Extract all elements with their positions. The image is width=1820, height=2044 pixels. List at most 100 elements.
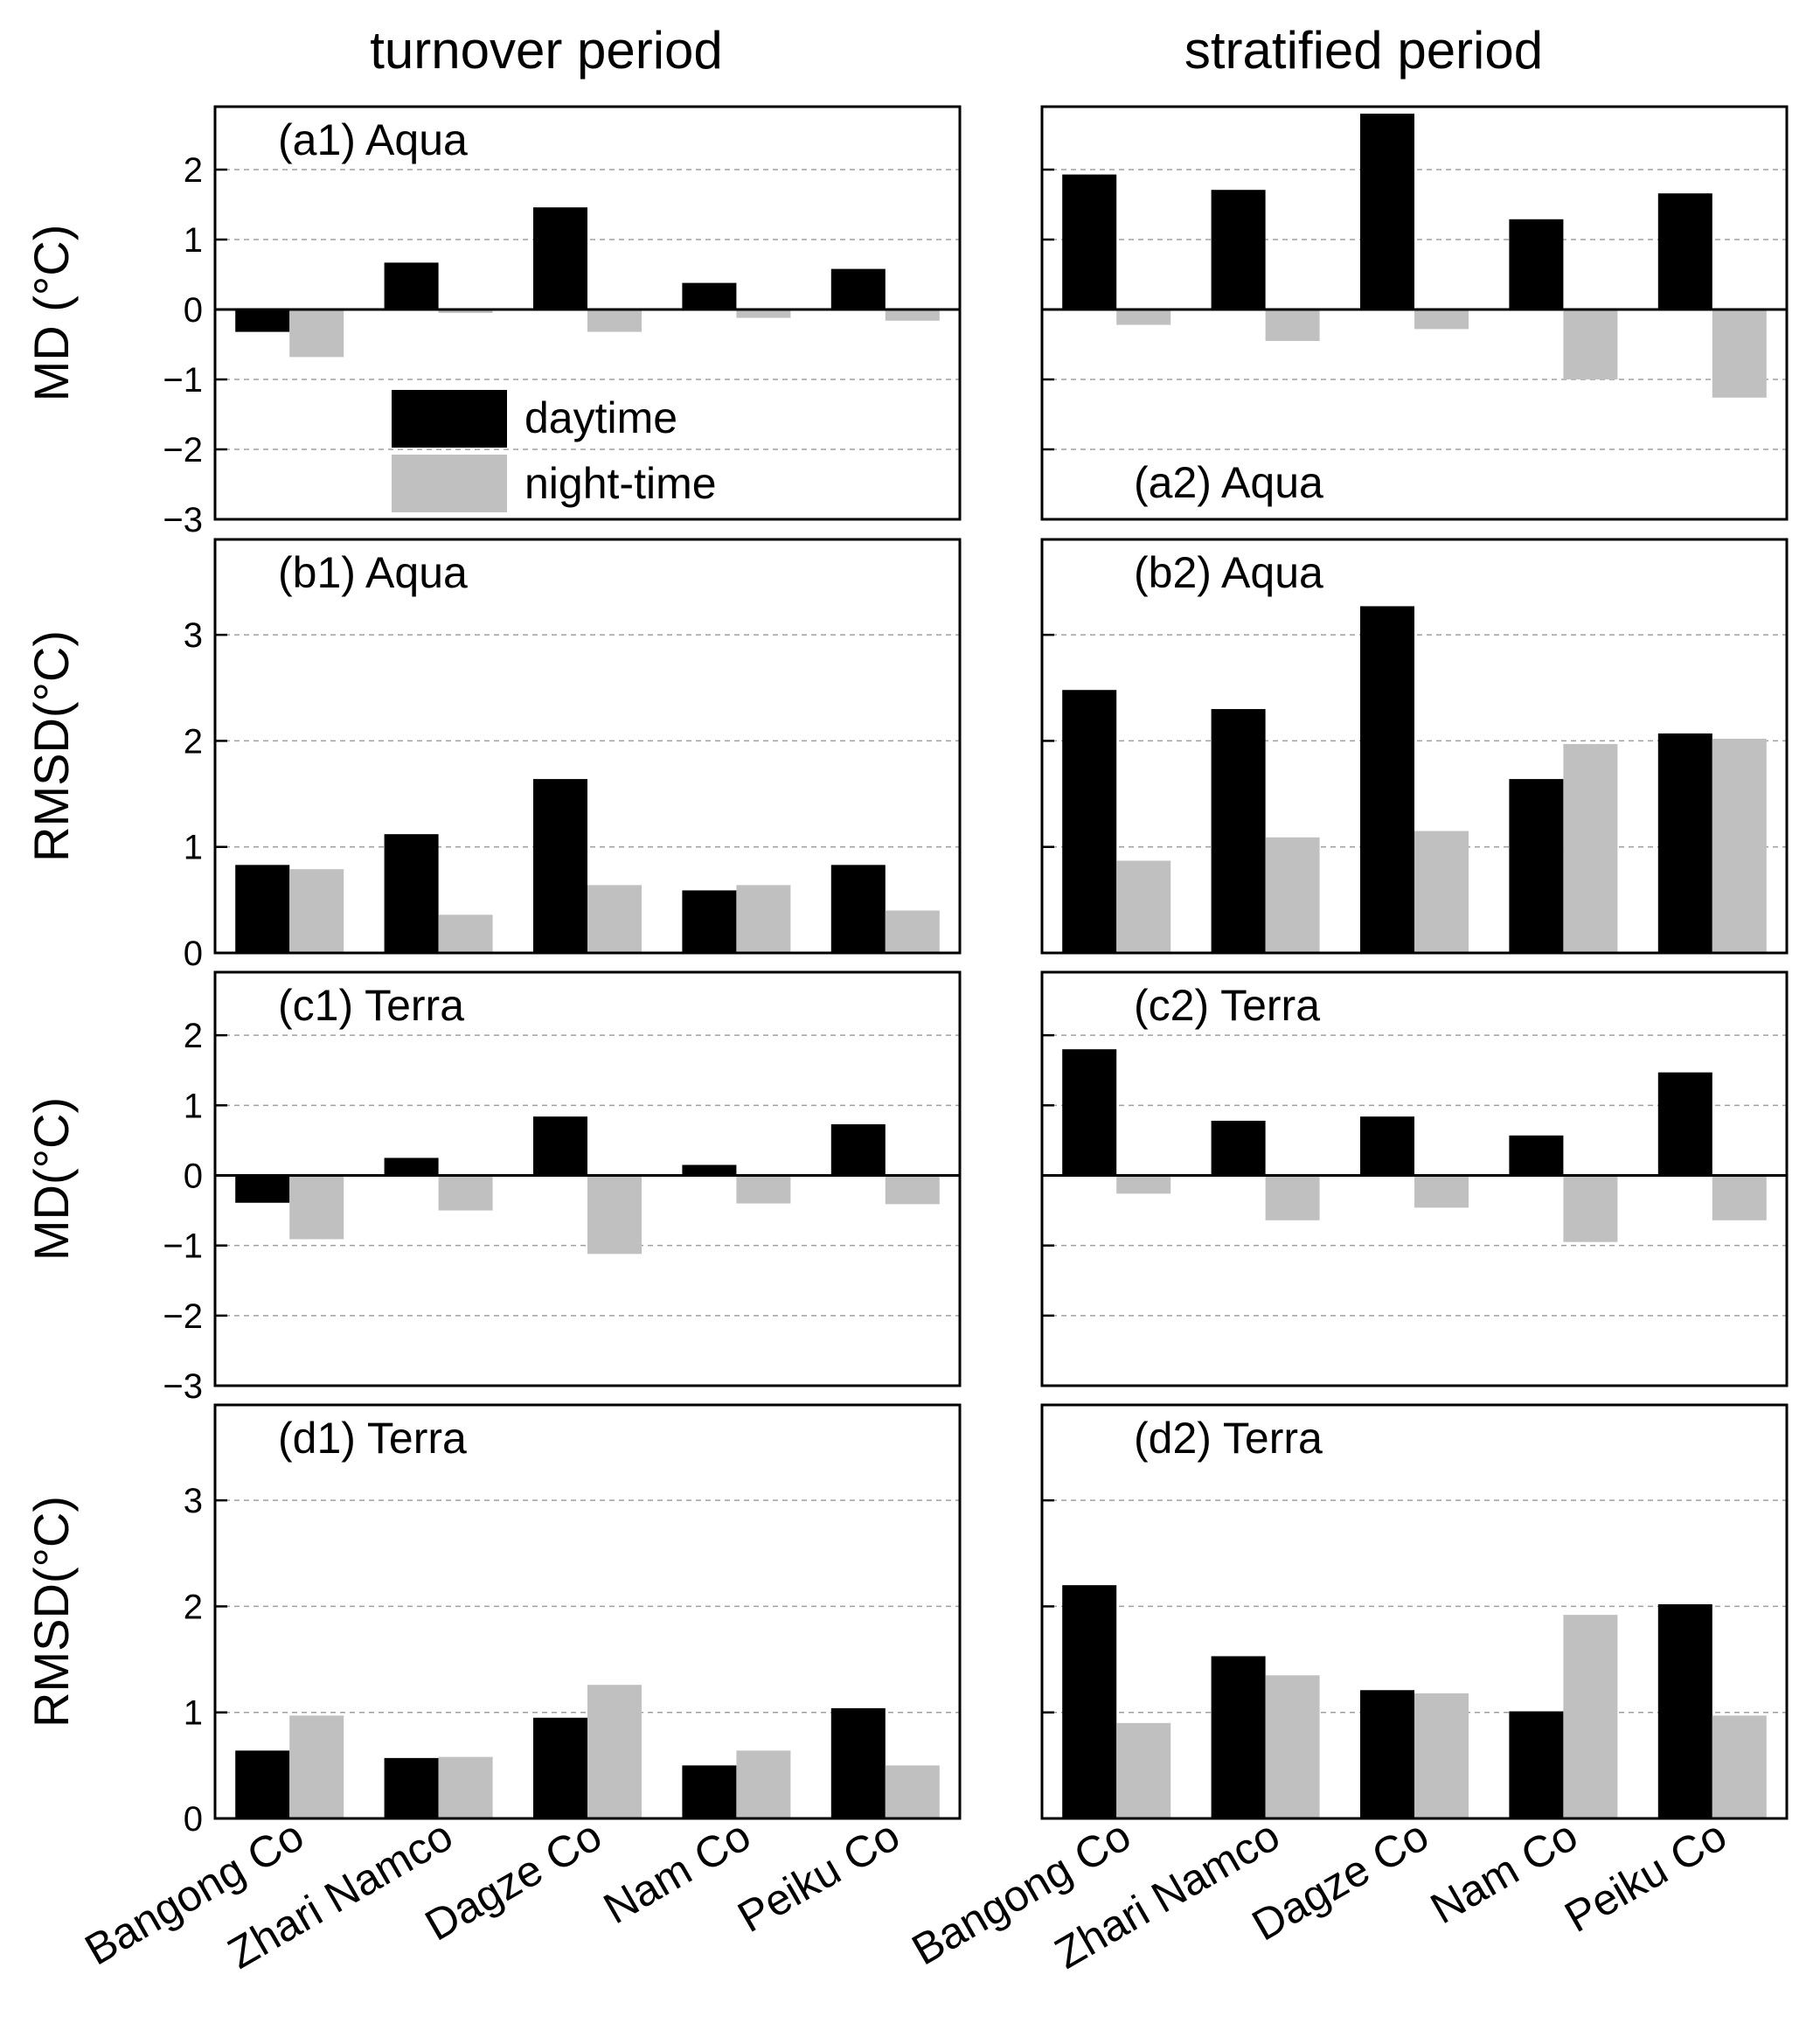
panel-b1: 0 1 2 3 (b1) Aqua RMSD(°C) (24, 538, 962, 973)
axes-frame (1040, 105, 1789, 521)
x-category-label: Peiku Co (730, 1811, 908, 1942)
bar-d2-night-time-4 (1712, 1715, 1767, 1818)
bar-a2-daytime-2 (1360, 114, 1414, 309)
bar-a2-night-time-2 (1414, 309, 1469, 330)
x-category-label: Nam Co (595, 1811, 759, 1933)
panel-b2: (b2) Aqua (1040, 538, 1789, 955)
bar-d1-night-time-0 (289, 1715, 344, 1818)
bar-c2-daytime-1 (1211, 1120, 1266, 1176)
x-category-label: Nam Co (1422, 1811, 1586, 1933)
y-tick-label: −2 (163, 431, 203, 469)
legend-label-daytime: daytime (524, 393, 677, 442)
y-tick-label: −2 (163, 1297, 203, 1336)
bar-d2-night-time-2 (1414, 1693, 1469, 1818)
bar-b2-night-time-4 (1712, 739, 1767, 953)
bar-c1-night-time-4 (885, 1175, 940, 1205)
bar-d2-daytime-0 (1062, 1585, 1117, 1818)
y-tick-label: −1 (163, 1227, 203, 1266)
y-axis-label: RMSD(°C) (24, 630, 79, 862)
y-tick-label: 2 (184, 1588, 203, 1626)
y-tick-label: 1 (184, 1694, 203, 1733)
bar-b1-night-time-0 (289, 869, 344, 953)
bar-d1-daytime-1 (384, 1757, 439, 1818)
axes-frame (213, 538, 962, 955)
bar-c1-night-time-2 (587, 1175, 642, 1255)
bar-d1-night-time-2 (587, 1685, 642, 1818)
panel-a1: −3 −2 −1 0 1 2 (a1) Aqua MD (°C) (24, 105, 962, 539)
axes-frame (213, 1403, 962, 1820)
bar-c1-night-time-1 (438, 1175, 493, 1211)
bar-a1-night-time-4 (885, 309, 940, 321)
bar-b1-night-time-3 (736, 885, 791, 953)
bar-d2-daytime-4 (1657, 1604, 1712, 1818)
bar-c2-daytime-3 (1509, 1135, 1564, 1176)
y-axis-label: RMSD(°C) (24, 1496, 79, 1728)
bar-a2-daytime-0 (1062, 174, 1117, 309)
bar-b1-night-time-1 (438, 914, 493, 953)
bar-b2-daytime-3 (1509, 779, 1564, 953)
bar-d2-night-time-1 (1265, 1675, 1320, 1818)
bar-b1-daytime-4 (830, 865, 886, 953)
bar-b2-night-time-3 (1563, 744, 1618, 953)
bar-a2-daytime-1 (1211, 190, 1266, 309)
axes-frame (1040, 538, 1789, 955)
bar-a1-daytime-2 (533, 207, 587, 309)
bar-d1-night-time-1 (438, 1756, 493, 1818)
y-axis-label: MD(°C) (24, 1097, 79, 1261)
bar-a2-daytime-3 (1509, 219, 1564, 309)
panel-label-d1: (d1) Terra (278, 1414, 467, 1463)
panel-label-b2: (b2) Aqua (1134, 548, 1323, 597)
panel-label-c2: (c2) Terra (1134, 981, 1320, 1030)
bar-d1-daytime-2 (533, 1717, 587, 1818)
panel-a2: (a2) Aqua (1040, 105, 1789, 521)
y-tick-label: 1 (184, 1087, 203, 1125)
bar-a1-daytime-1 (384, 262, 439, 309)
panels: −3 −2 −1 0 1 2 (a1) Aqua MD (°C) (a2) Aqua 0 1 2 3 (b… (24, 105, 1789, 1978)
panel-label-c1: (c1) Terra (278, 981, 464, 1030)
y-axis-label: MD (°C) (24, 225, 79, 402)
legend-label-night-time: night-time (524, 459, 717, 508)
bar-d2-daytime-1 (1211, 1656, 1266, 1818)
panel-c1: −3 −2 −1 0 1 2 (c1) Terra MD(°C) (24, 970, 962, 1406)
y-tick-label: 0 (184, 935, 203, 973)
panel-label-a2: (a2) Aqua (1134, 458, 1323, 507)
column-title-turnover: turnover period (370, 21, 723, 80)
bar-b1-daytime-0 (235, 865, 290, 953)
bar-b1-daytime-2 (533, 779, 587, 953)
bar-a1-daytime-4 (830, 268, 886, 309)
bar-d2-daytime-3 (1509, 1711, 1564, 1818)
bar-c2-daytime-0 (1062, 1049, 1117, 1176)
bar-c1-night-time-0 (289, 1175, 344, 1240)
y-tick-label: 0 (184, 291, 203, 330)
bar-c1-daytime-3 (682, 1165, 737, 1176)
panel-label-a1: (a1) Aqua (278, 115, 468, 164)
bar-b2-daytime-4 (1657, 733, 1712, 953)
bar-d1-night-time-3 (736, 1750, 791, 1818)
bar-a1-daytime-0 (235, 309, 290, 332)
bar-c2-night-time-3 (1563, 1175, 1618, 1242)
bar-a2-night-time-4 (1712, 309, 1767, 398)
bar-b2-night-time-2 (1414, 831, 1469, 953)
bar-c2-night-time-1 (1265, 1175, 1320, 1220)
axes-frame (1040, 1403, 1789, 1820)
axes-frame (213, 105, 962, 521)
bar-a1-night-time-0 (289, 309, 344, 358)
bar-d2-daytime-2 (1360, 1690, 1414, 1818)
bar-a2-night-time-0 (1116, 309, 1171, 325)
bar-a2-night-time-3 (1563, 309, 1618, 379)
bar-c2-night-time-2 (1414, 1175, 1469, 1208)
bar-d1-daytime-4 (830, 1707, 886, 1818)
x-category-label: Peiku Co (1557, 1811, 1735, 1942)
legend-swatch-night-time (392, 455, 507, 512)
bar-c2-night-time-0 (1116, 1175, 1171, 1194)
bar-c1-daytime-1 (384, 1158, 439, 1176)
bar-b1-night-time-2 (587, 885, 642, 953)
legend-swatch-daytime (392, 390, 507, 448)
bar-b1-daytime-1 (384, 834, 439, 953)
bar-b1-daytime-3 (682, 890, 737, 953)
panel-c2: (c2) Terra (1040, 970, 1789, 1387)
panel-label-b1: (b1) Aqua (278, 548, 468, 597)
y-tick-label: 0 (184, 1800, 203, 1839)
bar-c2-night-time-4 (1712, 1175, 1767, 1220)
